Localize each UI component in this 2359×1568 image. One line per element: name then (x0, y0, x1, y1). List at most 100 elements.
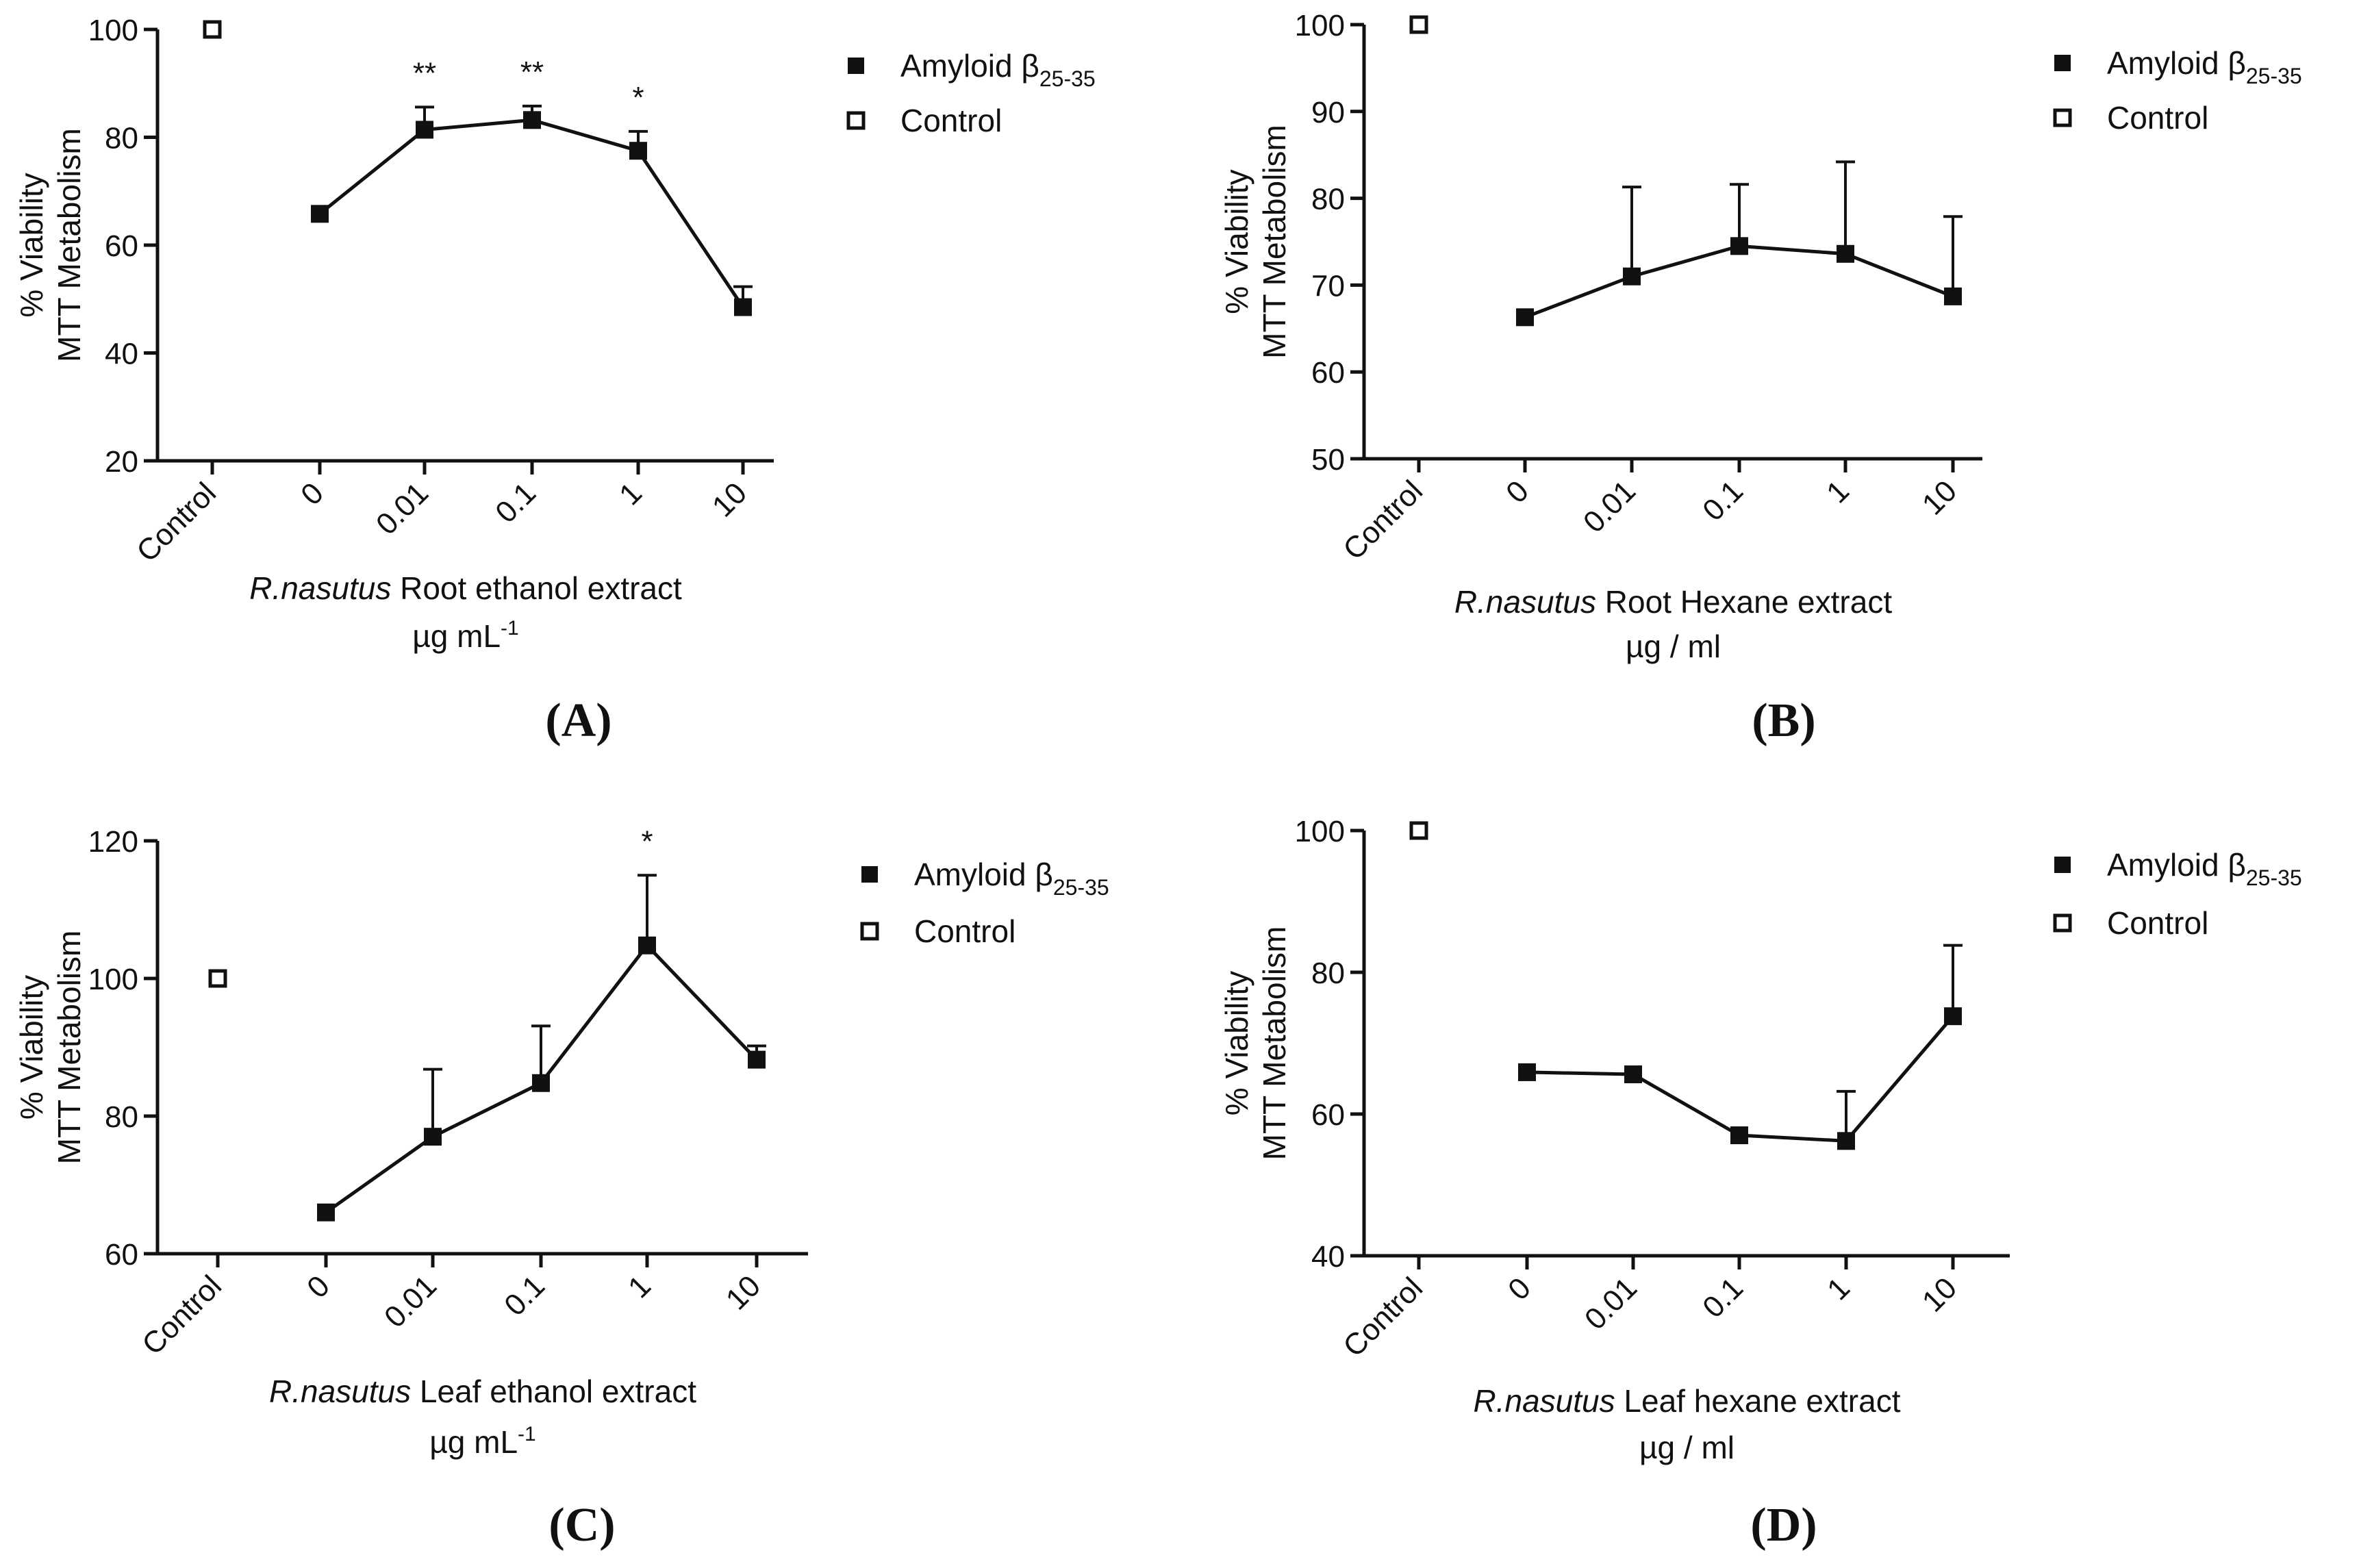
x-tick-label: 1 (613, 476, 648, 511)
x-tick-label: 0 (1500, 474, 1535, 509)
amyloid-data-point (1730, 1126, 1748, 1145)
x-axis-title: R.nasutus Leaf hexane extract (1474, 1383, 1901, 1419)
x-axis-unit-exponent: -1 (501, 617, 519, 640)
x-axis-title-species: R.nasutus (1454, 584, 1596, 620)
legend-amyloid-label: Amyloid β25-35 (2107, 45, 2302, 88)
y-tick-label: 60 (105, 229, 138, 263)
amyloid-series-line (1524, 244, 1954, 319)
y-axis-title-line1: % Viability (14, 975, 49, 1120)
control-point (1409, 15, 1428, 34)
x-axis-unit-main: µg / ml (1626, 629, 1721, 664)
y-tick-label: 60 (1311, 356, 1345, 390)
legend-control-marker (846, 111, 866, 130)
y-tick-label: 100 (1295, 815, 1345, 848)
y-tick-label: 90 (1311, 96, 1345, 129)
amyloid-data-point (629, 142, 647, 160)
y-tick-label: 80 (105, 1100, 138, 1134)
amyloid-data-point (1730, 237, 1748, 255)
chart-panel-c: 60 80 100 120 Control 0 0.01 0.1 1 10 % Viability M… (14, 824, 1109, 1552)
legend-amyloid-marker (848, 58, 864, 74)
y-axis-title-line2: MTT Metabolism (51, 128, 87, 362)
x-axis-title-extract: Root ethanol extract (391, 570, 682, 606)
x-axis-unit-main: µg mL (429, 1424, 518, 1460)
x-tick-label: 1 (1821, 1271, 1856, 1306)
y-tick-label: 80 (1311, 957, 1345, 990)
y-axis-title-line1: % Viability (1219, 169, 1254, 314)
y-axis-title-line2: MTT Metabolism (1257, 125, 1292, 359)
legend-amyloid-marker (2054, 857, 2071, 873)
amyloid-data-point (1837, 1132, 1855, 1150)
x-axis-title: R.nasutus Leaf ethanol extract (269, 1374, 696, 1409)
amyloid-data-point (1624, 1065, 1642, 1084)
significance-marker: * (632, 81, 644, 114)
amyloid-data-point (1623, 267, 1641, 286)
amyloid-data-point (638, 936, 656, 954)
y-axis-title-line1: % Viability (14, 173, 49, 317)
y-tick-label: 120 (88, 825, 138, 859)
x-axis-title-species: R.nasutus (269, 1374, 411, 1409)
legend-control-marker (2053, 913, 2072, 933)
x-axis-unit-exponent: -1 (518, 1423, 536, 1445)
y-tick-label: 100 (88, 14, 138, 47)
y-tick-label: 70 (1311, 269, 1345, 303)
x-tick-label: 1 (1820, 474, 1856, 509)
legend-control-marker (860, 922, 879, 941)
y-tick-label: 100 (88, 963, 138, 996)
y-tick-label: 100 (1295, 9, 1345, 42)
x-axis-unit: µg mL-1 (412, 617, 518, 654)
legend-amyloid-marker (861, 866, 878, 883)
legend-amyloid-subscript: 25-35 (1053, 875, 1109, 900)
x-axis-title-extract: Root Hexane extract (1596, 584, 1892, 620)
significance-marker: * (641, 824, 653, 858)
y-tick-label: 40 (1311, 1240, 1345, 1274)
y-axis-title-line2: MTT Metabolism (1257, 926, 1292, 1161)
x-tick-label: 0.1 (489, 476, 542, 529)
panel-letter: (C) (548, 1499, 615, 1552)
legend-amyloid-label: Amyloid β25-35 (2107, 847, 2302, 890)
chart-panel-b: 50 60 70 80 90 100 Control 0 0.01 0.1 1 10 % Viabili… (1219, 9, 2302, 747)
significance-marker: ** (413, 56, 436, 90)
y-tick-label: 20 (105, 445, 138, 479)
amyloid-data-point (523, 111, 541, 129)
legend-amyloid-text: Amyloid β (2107, 45, 2246, 81)
x-tick-label: 10 (1916, 1271, 1963, 1318)
x-axis-title-species: R.nasutus (1474, 1383, 1615, 1419)
x-tick-label: 10 (1916, 474, 1963, 521)
x-axis-unit-main: µg mL (412, 618, 501, 654)
amyloid-data-point (317, 1203, 335, 1222)
legend-amyloid-subscript: 25-35 (2246, 64, 2302, 88)
x-axis-unit: µg / ml (1639, 1430, 1734, 1465)
legend-amyloid-label: Amyloid β25-35 (914, 857, 1109, 900)
legend-amyloid-subscript: 25-35 (1039, 66, 1096, 91)
amyloid-data-point (1837, 244, 1854, 263)
x-tick-label: Control (130, 476, 223, 568)
amyloid-data-point (1518, 1063, 1536, 1081)
legend-amyloid-subscript: 25-35 (2246, 865, 2302, 890)
x-tick-label: Control (136, 1269, 228, 1361)
x-axis-unit: µg / ml (1626, 629, 1721, 664)
y-tick-label: 80 (1311, 183, 1345, 216)
chart-panel-d: 40 60 80 100 Control 0 0.01 0.1 1 10 % Viability MT… (1219, 815, 2302, 1552)
amyloid-data-point (424, 1128, 442, 1146)
amyloid-data-point (1944, 287, 1962, 305)
amyloid-data-point (748, 1050, 766, 1069)
amyloid-data-point (416, 121, 433, 139)
y-axis-title-line1: % Viability (1219, 971, 1254, 1115)
x-tick-label: 0 (294, 476, 330, 511)
amyloid-data-point (532, 1074, 550, 1092)
x-tick-label: 0.01 (1577, 474, 1642, 539)
x-tick-label: 1 (622, 1269, 657, 1304)
legend-control-marker (2053, 108, 2072, 127)
x-tick-label: 0.01 (378, 1269, 443, 1334)
y-tick-label: 60 (105, 1238, 138, 1272)
legend-amyloid-marker (2054, 55, 2071, 71)
legend-amyloid-text: Amyloid β (900, 48, 1039, 84)
x-tick-label: 0.1 (1696, 474, 1750, 527)
x-axis-title-extract: Leaf ethanol extract (411, 1374, 696, 1409)
x-axis-title-extract: Leaf hexane extract (1615, 1383, 1901, 1419)
x-axis-unit-main: µg / ml (1639, 1430, 1734, 1465)
x-tick-label: 0 (1502, 1271, 1537, 1306)
x-tick-label: 0.1 (498, 1269, 551, 1322)
x-tick-label: 0.01 (1578, 1271, 1643, 1336)
